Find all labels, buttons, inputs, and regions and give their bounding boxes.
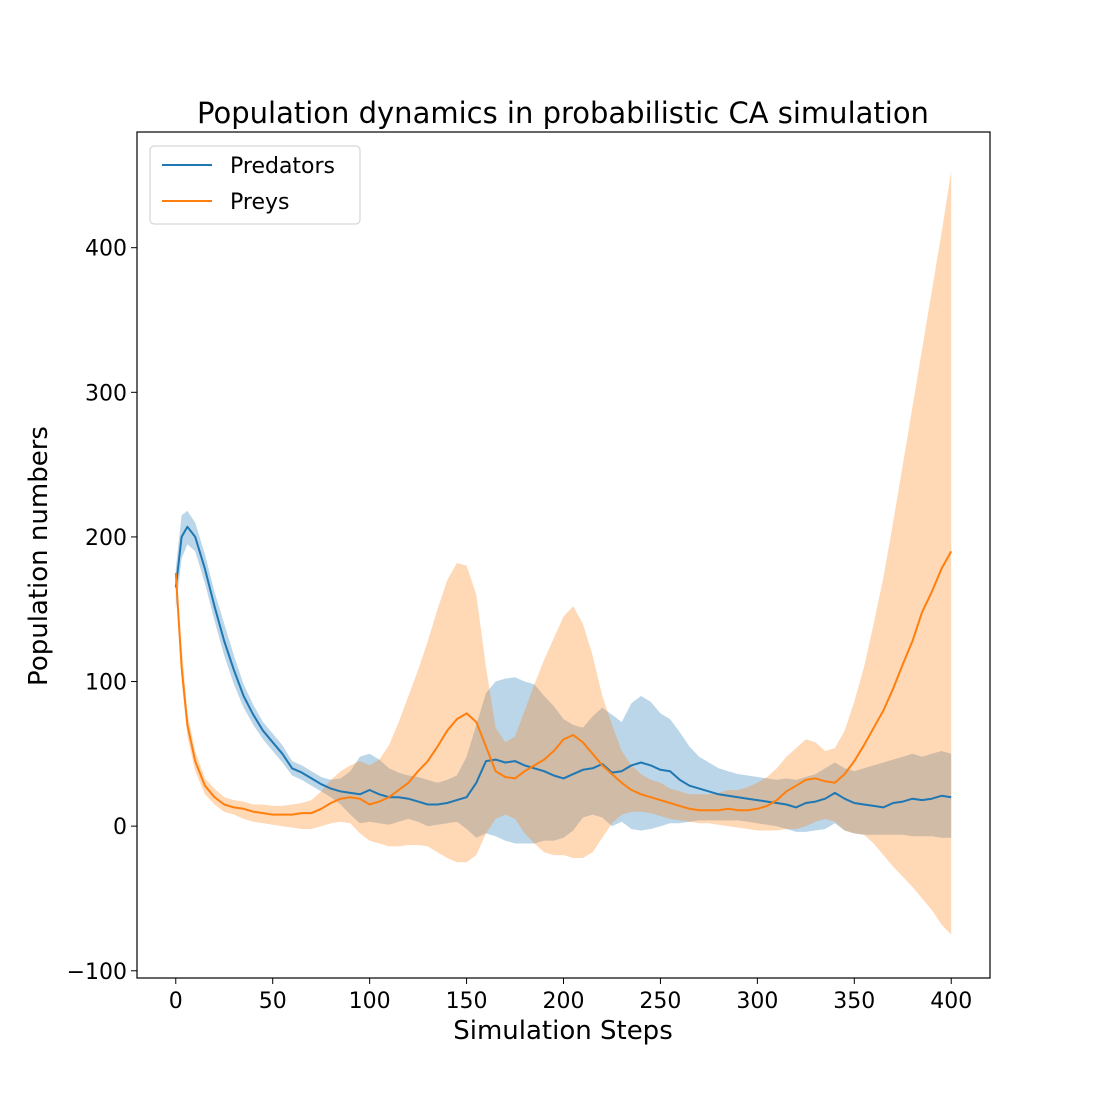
y-tick-label: 0 <box>113 815 127 840</box>
x-tick-label: 100 <box>349 989 391 1014</box>
legend-label-preys: Preys <box>230 190 289 215</box>
x-tick-label: 250 <box>639 989 681 1014</box>
y-tick-label: 300 <box>85 381 127 406</box>
x-axis-label: Simulation Steps <box>453 1016 673 1046</box>
confidence-bands <box>175 171 952 935</box>
y-tick-label: 400 <box>85 237 127 262</box>
x-axis-ticks: 0 50 100 150 200 250 300 350 400 <box>169 978 972 1014</box>
y-tick-label: 100 <box>85 671 127 696</box>
legend-label-predators: Predators <box>230 154 335 179</box>
x-tick-label: 0 <box>169 989 183 1014</box>
plot-area <box>136 131 991 979</box>
x-tick-label: 400 <box>930 989 972 1014</box>
x-tick-label: 300 <box>736 989 778 1014</box>
y-tick-label: −100 <box>67 960 127 985</box>
series-line-predators <box>174 525 952 809</box>
x-tick-label: 150 <box>446 989 488 1014</box>
band-predators <box>175 510 952 844</box>
y-axis-ticks: −100 0 100 200 300 400 <box>67 237 137 985</box>
chart-title: Population dynamics in probabilistic CA … <box>197 96 929 130</box>
legend: Predators Preys <box>149 145 361 225</box>
band-preys <box>175 171 952 935</box>
x-tick-label: 350 <box>833 989 875 1014</box>
series-lines <box>174 525 953 816</box>
x-tick-label: 50 <box>259 989 287 1014</box>
y-tick-label: 200 <box>85 526 127 551</box>
y-axis-label: Population numbers <box>24 426 54 686</box>
x-tick-label: 200 <box>543 989 585 1014</box>
series-line-preys <box>174 550 953 816</box>
